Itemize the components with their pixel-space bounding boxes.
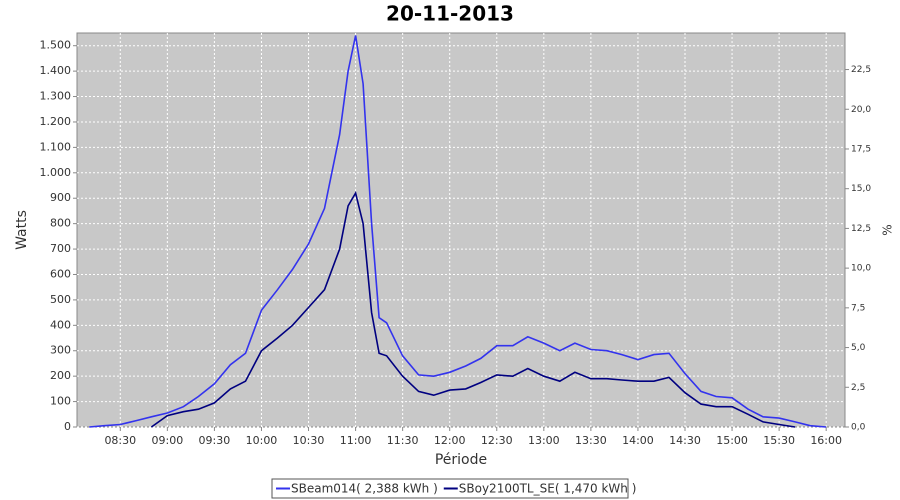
y2-tick-label: 7,5 bbox=[851, 303, 865, 313]
y2-tick-label: 12,5 bbox=[851, 224, 871, 234]
series-line bbox=[89, 35, 827, 428]
y-tick-label: 1.100 bbox=[40, 140, 72, 153]
y-tick-label: 300 bbox=[50, 344, 71, 357]
x-tick-label: 11:00 bbox=[340, 434, 372, 447]
y-tick-label: 1.500 bbox=[40, 39, 72, 52]
y2-tick-label: 20,0 bbox=[851, 105, 871, 115]
y-tick-label: 400 bbox=[50, 318, 71, 331]
y-axis-label: Watts bbox=[14, 210, 30, 250]
y-tick-label: 1.300 bbox=[40, 90, 72, 103]
chart-title: 20-11-2013 bbox=[386, 2, 514, 26]
legend-label: SBoy2100TL_SE( 1,470 kWh ) bbox=[459, 482, 637, 496]
y-tick-label: 900 bbox=[50, 191, 71, 204]
y-tick-label: 200 bbox=[50, 369, 71, 382]
legend-label: SBeam014( 2,388 kWh ) bbox=[291, 482, 438, 496]
y-tick-label: 700 bbox=[50, 242, 71, 255]
y2-tick-label: 17,5 bbox=[851, 144, 871, 154]
x-tick-label: 09:30 bbox=[199, 434, 231, 447]
x-tick-label: 12:00 bbox=[434, 434, 466, 447]
x-tick-label: 10:00 bbox=[246, 434, 278, 447]
y-tick-label: 100 bbox=[50, 395, 71, 408]
x-tick-label: 11:30 bbox=[387, 434, 419, 447]
plot-area bbox=[76, 32, 846, 428]
x-tick-label: 14:00 bbox=[622, 434, 654, 447]
x-axis-label: Période bbox=[435, 452, 487, 468]
x-tick-label: 13:00 bbox=[528, 434, 560, 447]
x-tick-label: 14:30 bbox=[669, 434, 701, 447]
y2-tick-label: 15,0 bbox=[851, 184, 871, 194]
x-tick-label: 15:00 bbox=[716, 434, 748, 447]
series-line bbox=[150, 190, 796, 428]
x-tick-label: 12:30 bbox=[481, 434, 513, 447]
y2-tick-label: 5,0 bbox=[851, 343, 866, 353]
y-tick-label: 600 bbox=[50, 267, 71, 280]
y-tick-label: 500 bbox=[50, 293, 71, 306]
y2-tick-label: 10,0 bbox=[851, 264, 871, 274]
y-tick-label: 1.200 bbox=[40, 115, 72, 128]
y-tick-label: 1.000 bbox=[40, 166, 72, 179]
x-tick-label: 13:30 bbox=[575, 434, 607, 447]
y-tick-label: 1.400 bbox=[40, 64, 72, 77]
x-tick-label: 08:30 bbox=[104, 434, 136, 447]
x-tick-label: 10:30 bbox=[293, 434, 325, 447]
x-tick-label: 09:00 bbox=[152, 434, 184, 447]
y2-tick-label: 0,0 bbox=[851, 423, 866, 433]
y-tick-label: 0 bbox=[64, 420, 71, 433]
y2-axis-label: % bbox=[881, 224, 895, 235]
y2-tick-label: 22,5 bbox=[851, 65, 871, 75]
y2-tick-label: 2,5 bbox=[851, 383, 865, 393]
x-tick-label: 16:00 bbox=[810, 434, 842, 447]
x-tick-label: 15:30 bbox=[763, 434, 795, 447]
y-tick-label: 800 bbox=[50, 217, 71, 230]
